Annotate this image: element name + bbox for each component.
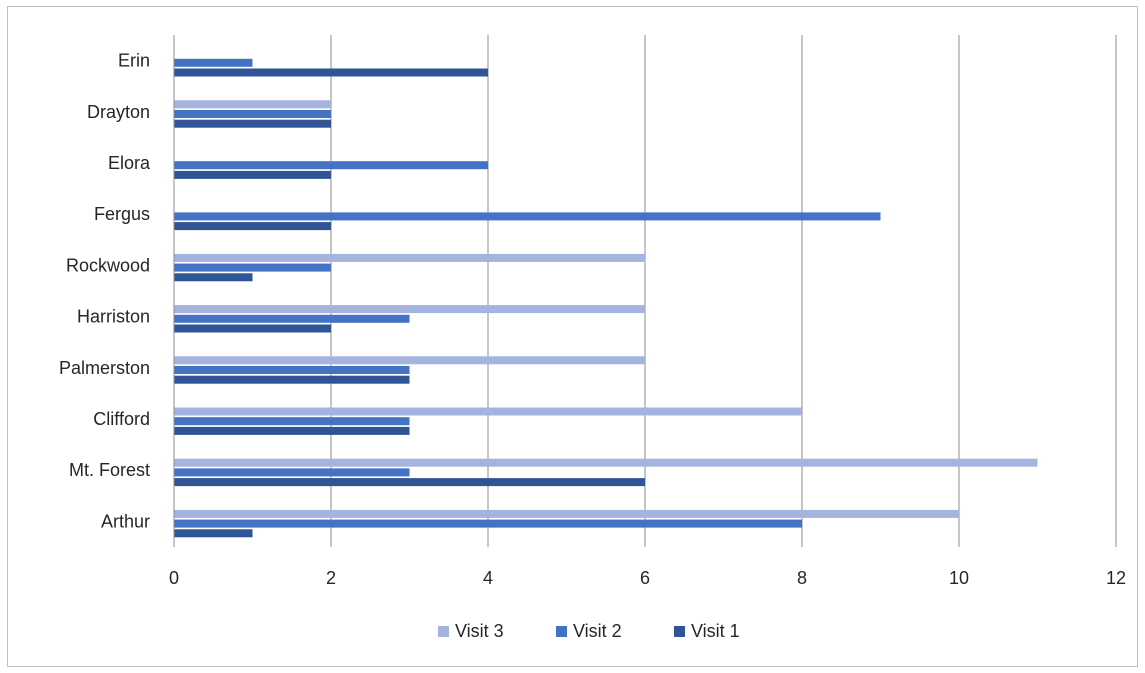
bar-visit-2-arthur: [174, 520, 802, 528]
bar-visit-1-clifford: [174, 427, 410, 435]
x-axis: 0 2 4 6 8 10 12: [169, 568, 1126, 588]
bar-visit-1-fergus: [174, 222, 331, 230]
x-tick-label: 2: [326, 568, 336, 588]
category-label: Elora: [108, 153, 151, 173]
category-label: Mt. Forest: [69, 460, 150, 480]
x-tick-label: 12: [1106, 568, 1126, 588]
bar-visit-2-harriston: [174, 315, 410, 323]
legend-swatch: [674, 626, 685, 637]
bar-visit-3-clifford: [174, 408, 802, 416]
legend-swatch: [438, 626, 449, 637]
bar-visit-2-elora: [174, 161, 488, 169]
legend-label: Visit 1: [691, 621, 740, 641]
bar-visit-1-elora: [174, 171, 331, 179]
bar-visit-3-rockwood: [174, 254, 645, 262]
x-tick-label: 10: [949, 568, 969, 588]
bar-visit-2-palmerston: [174, 366, 410, 374]
bar-visit-1-arthur: [174, 529, 253, 537]
bar-visit-3-drayton: [174, 100, 331, 108]
category-label: Drayton: [87, 102, 150, 122]
bar-visit-2-clifford: [174, 417, 410, 425]
bar-visit-1-mt-forest: [174, 478, 645, 486]
legend: Visit 3 Visit 2 Visit 1: [438, 621, 740, 641]
bar-visit-1-palmerston: [174, 376, 410, 384]
bar-visit-3-arthur: [174, 510, 959, 518]
category-label: Harriston: [77, 307, 150, 327]
bar-visit-3-mt-forest: [174, 459, 1038, 467]
legend-label: Visit 2: [573, 621, 622, 641]
bar-visit-2-mt-forest: [174, 468, 410, 476]
chart-area: 0 2 4 6 8 10 12 Arthur Mt. Forest Clifford Palmer…: [7, 6, 1138, 667]
category-label: Clifford: [93, 409, 150, 429]
x-tick-label: 4: [483, 568, 493, 588]
category-label: Erin: [118, 51, 150, 71]
bar-visit-2-fergus: [174, 212, 881, 220]
bar-visit-1-erin: [174, 69, 488, 77]
bar-visit-2-erin: [174, 59, 253, 67]
bar-visit-2-drayton: [174, 110, 331, 118]
legend-label: Visit 3: [455, 621, 504, 641]
bars: [174, 59, 1038, 538]
legend-swatch: [556, 626, 567, 637]
category-label: Fergus: [94, 204, 150, 224]
category-label: Rockwood: [66, 255, 150, 275]
bar-chart: 0 2 4 6 8 10 12 Arthur Mt. Forest Clifford Palmer…: [8, 7, 1139, 668]
bar-visit-1-rockwood: [174, 273, 253, 281]
bar-visit-2-rockwood: [174, 264, 331, 272]
bar-visit-1-harriston: [174, 325, 331, 333]
x-tick-label: 8: [797, 568, 807, 588]
x-tick-label: 6: [640, 568, 650, 588]
category-label: Arthur: [101, 511, 150, 531]
bar-visit-3-harriston: [174, 305, 645, 313]
bar-visit-3-palmerston: [174, 356, 645, 364]
x-tick-label: 0: [169, 568, 179, 588]
category-label: Palmerston: [59, 358, 150, 378]
bar-visit-1-drayton: [174, 120, 331, 128]
category-axis: Arthur Mt. Forest Clifford Palmerston Harris…: [59, 35, 174, 547]
